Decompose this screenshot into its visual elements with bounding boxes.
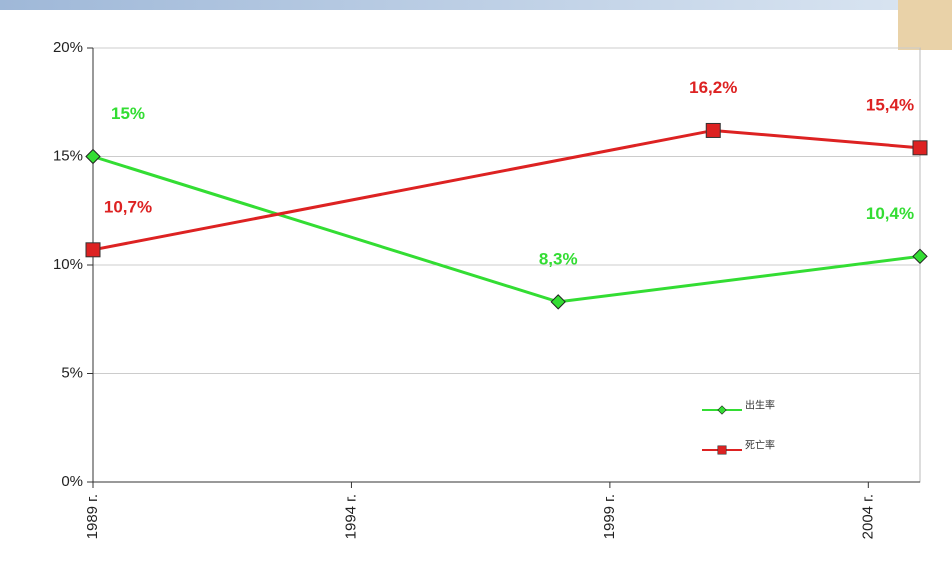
marker [85,148,101,165]
value-label: 16,2% [689,78,737,97]
value-label: 10,4% [866,204,914,223]
series-line [92,128,921,252]
x-tick-label: 1994 г. [342,494,359,539]
corner-image [898,0,952,50]
y-tick-label: 5% [61,364,83,381]
legend-marker [717,405,727,415]
x-tick-label: 1989 г. [84,494,101,539]
marker [550,294,566,310]
y-tick-label: 10% [53,256,83,273]
legend-label: 出生率 [745,399,775,412]
marker [912,248,928,265]
legend-marker [717,445,727,455]
value-label: 15% [111,104,145,123]
value-label: 15,4% [866,95,914,114]
y-tick-label: 15% [53,147,83,164]
value-label: 8,3% [539,249,578,268]
y-tick-label: 0% [61,473,83,490]
value-label: 10,7% [104,197,152,216]
y-tick-label: 20% [53,39,83,56]
x-tick-label: 2004 г. [859,494,876,539]
top-band [0,0,952,10]
marker [85,242,101,258]
legend-label: 死亡率 [745,439,775,452]
x-tick-label: 1999 г. [601,494,618,539]
marker [705,122,721,138]
series-line [92,155,921,304]
marker [912,140,928,156]
